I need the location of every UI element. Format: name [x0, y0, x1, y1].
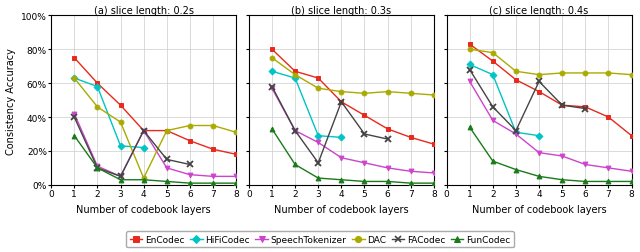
- X-axis label: Number of codebook layers: Number of codebook layers: [472, 204, 606, 214]
- Legend: EnCodec, HiFiCodec, SpeechTokenizer, DAC, FACodec, FunCodec: EnCodec, HiFiCodec, SpeechTokenizer, DAC…: [126, 231, 514, 247]
- Title: (b) slice length: 0.3s: (b) slice length: 0.3s: [291, 6, 392, 15]
- X-axis label: Number of codebook layers: Number of codebook layers: [274, 204, 409, 214]
- Title: (a) slice length: 0.2s: (a) slice length: 0.2s: [93, 6, 194, 15]
- X-axis label: Number of codebook layers: Number of codebook layers: [76, 204, 211, 214]
- Title: (c) slice length: 0.4s: (c) slice length: 0.4s: [490, 6, 589, 15]
- Y-axis label: Consistency Accuracy: Consistency Accuracy: [6, 47, 15, 154]
